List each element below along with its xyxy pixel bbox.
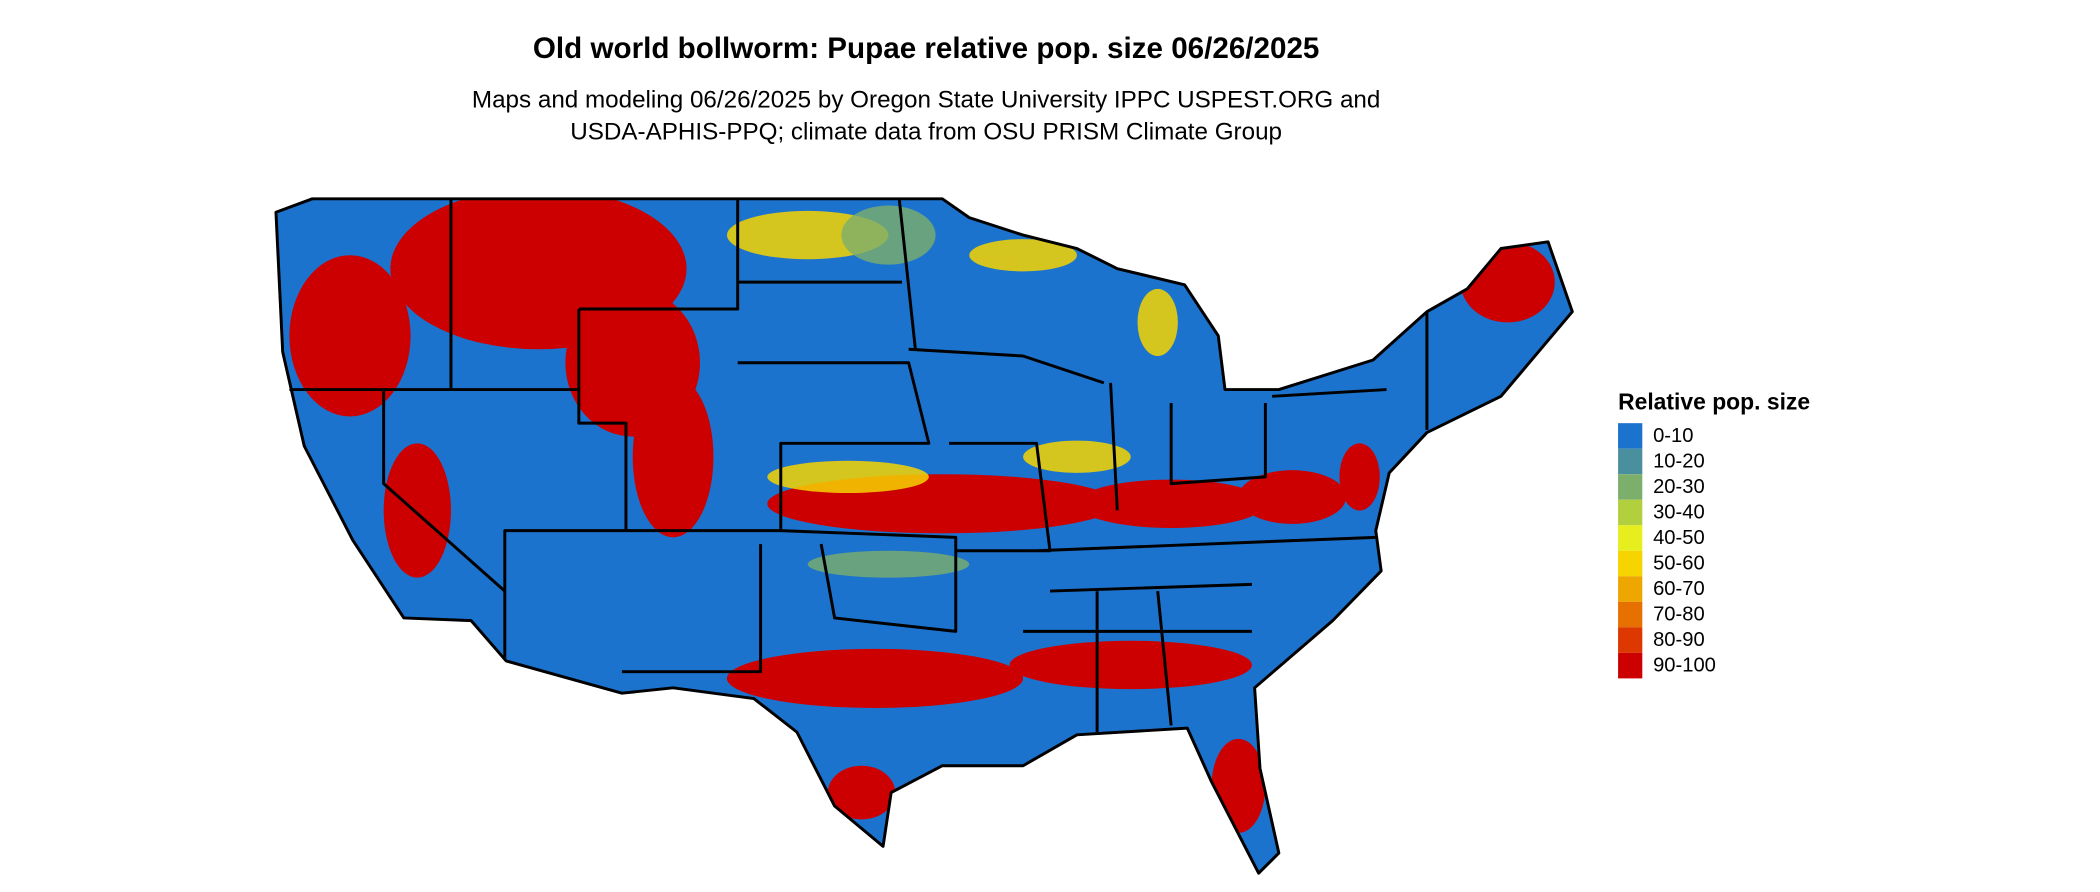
legend-label: 10-20 [1653,450,1705,472]
legend-label: 40-50 [1653,527,1705,549]
legend-swatch [1618,652,1643,679]
map-subtitle: Maps and modeling 06/26/2025 by Oregon S… [472,86,1380,113]
legend-swatch [1618,448,1643,475]
legend-swatch [1618,576,1643,602]
legend-swatch [1618,550,1643,577]
legend-swatch [1618,525,1643,551]
legend-label: 20-30 [1653,476,1705,498]
legend-swatch [1618,499,1643,526]
legend-label: 90-100 [1653,655,1716,677]
legend-swatch [1618,627,1643,653]
legend-label: 60-70 [1653,578,1705,600]
legend-label: 30-40 [1653,502,1705,524]
legend-title: Relative pop. size [1618,389,1810,415]
legend-swatch [1618,601,1643,628]
legend-label: 50-60 [1653,553,1705,575]
legend-label: 70-80 [1653,604,1705,626]
map-title: Old world bollworm: Pupae relative pop. … [533,32,1320,65]
mild-zones [807,205,970,578]
state-borders [274,197,1574,875]
legend-swatch [1618,474,1643,500]
legend-label: 80-90 [1653,629,1705,651]
legend-swatch [1618,423,1643,449]
legend-label: 0-10 [1653,425,1693,447]
map-subtitle: USDA-APHIS-PPQ; climate data from OSU PR… [570,119,1282,146]
legend: Relative pop. size 0-10 10-20 20-30 30-40 40… [1618,389,1810,679]
